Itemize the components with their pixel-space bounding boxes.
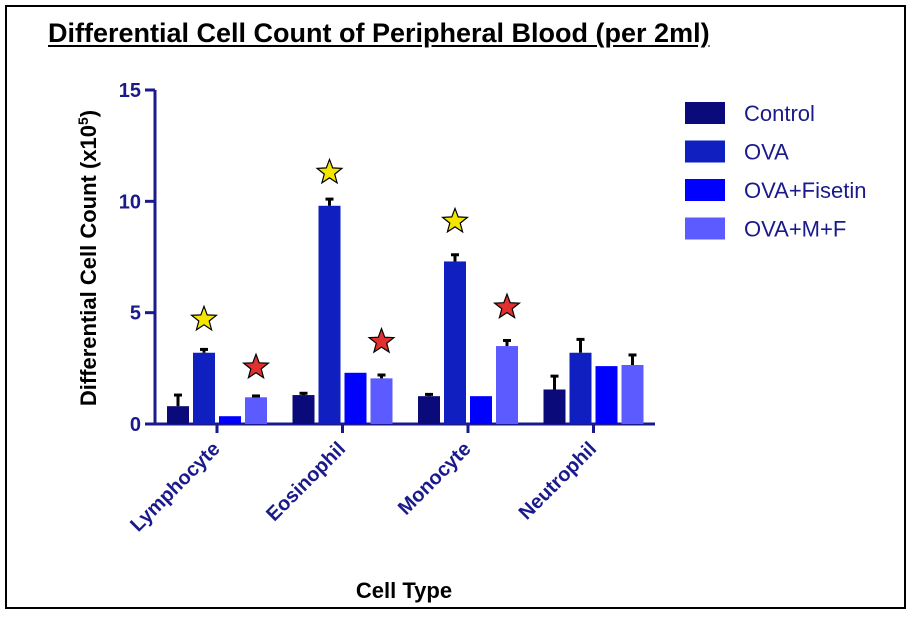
significance-star-icon [315, 157, 344, 185]
legend-label: OVA+M+F [744, 217, 846, 242]
significance-star-icon [241, 352, 271, 380]
bar [370, 378, 393, 424]
bar [245, 397, 267, 424]
bar [470, 396, 492, 424]
bar [418, 396, 440, 424]
significance-star-icon [367, 326, 396, 354]
x-tick-label: Eosinophil [262, 438, 350, 526]
x-tick-label: Neutrophil [515, 438, 601, 524]
y-axis-title-main: Differential Cell Count (x10 [76, 125, 101, 406]
annotations [189, 157, 522, 380]
bar [496, 346, 518, 424]
bar [621, 364, 644, 424]
bar [569, 352, 592, 424]
y-tick-label: 10 [119, 191, 141, 213]
bar [292, 395, 315, 424]
y-axis-title-sup: 5 [75, 117, 91, 125]
bar [444, 261, 466, 424]
bar [167, 406, 189, 424]
legend-label: OVA+Fisetin [744, 178, 866, 203]
bar [318, 205, 341, 424]
bar [193, 352, 215, 424]
bar [595, 366, 618, 424]
x-tick-label: Lymphocyte [126, 438, 224, 536]
y-axis-title: Differential Cell Count (x105) [75, 110, 101, 406]
significance-star-icon [492, 292, 522, 319]
x-axis-title: Cell Type [356, 578, 452, 603]
legend-swatch [685, 102, 725, 124]
y-tick-label: 15 [119, 80, 141, 102]
chart-title: Differential Cell Count of Peripheral Bl… [48, 18, 710, 48]
legend-swatch [685, 140, 725, 163]
bar [344, 372, 367, 424]
legend-label: OVA [744, 140, 789, 165]
bars [167, 197, 644, 424]
y-axis-title-suffix: ) [76, 110, 101, 117]
significance-star-icon [440, 206, 470, 234]
y-tick-label: 5 [130, 303, 141, 325]
legend-label: Control [744, 101, 815, 126]
legend-swatch [685, 179, 725, 201]
legend-swatch [685, 217, 725, 240]
y-tick-label: 0 [130, 414, 141, 436]
axes: 0 5 10 15 Lymphocyte Eosinophil Monocyte Neutro… [119, 80, 655, 536]
legend: Control OVA OVA+Fisetin OVA+M+F [685, 101, 866, 242]
bar [219, 416, 241, 424]
x-tick-label: Monocyte [394, 438, 476, 520]
significance-star-icon [189, 304, 219, 332]
bar [543, 389, 566, 424]
chart-frame [5, 5, 906, 609]
